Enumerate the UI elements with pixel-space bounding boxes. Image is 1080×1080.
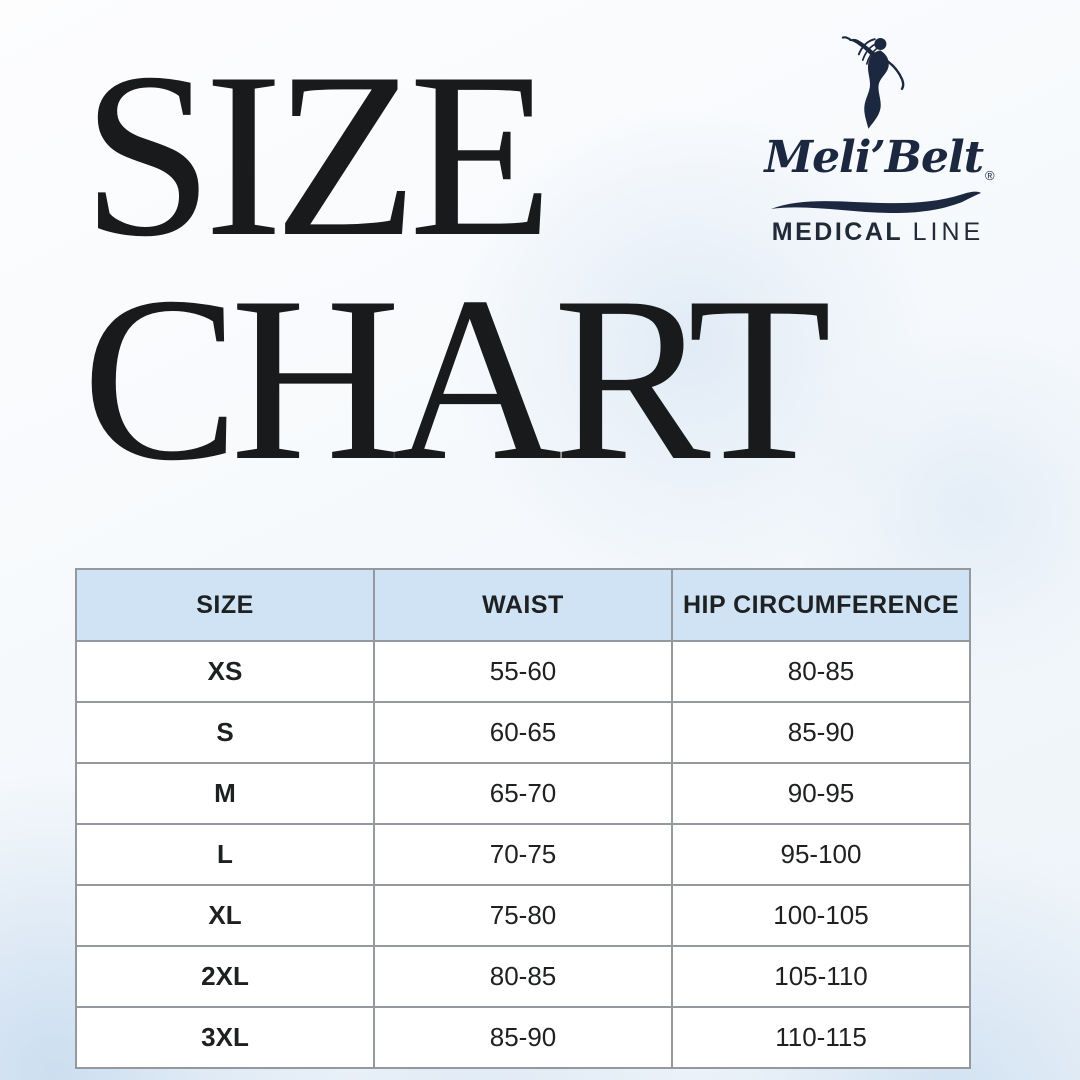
waist-value: 85-90	[373, 1006, 673, 1069]
table-row: XS 55-60 80-85	[75, 640, 971, 703]
column-header-hip: HIP CIRCUMFERENCE	[671, 568, 971, 642]
hip-value: 95-100	[671, 823, 971, 886]
size-value: 3XL	[75, 1006, 375, 1069]
page-title: SIZE CHART	[82, 25, 832, 511]
size-value: XS	[75, 640, 375, 703]
waist-value: 75-80	[373, 884, 673, 947]
hip-value: 105-110	[671, 945, 971, 1008]
brand-logo: Meli’Belt ® MEDICAL LINE	[760, 32, 996, 247]
table-row: 3XL 85-90 110-115	[75, 1006, 971, 1069]
brand-tagline: MEDICAL LINE	[760, 218, 996, 247]
brand-name: Meli’Belt	[764, 132, 984, 183]
column-header-waist: WAIST	[373, 568, 673, 642]
brand-wordmark: Meli’Belt ®	[764, 136, 995, 183]
size-value: S	[75, 701, 375, 764]
hip-value: 85-90	[671, 701, 971, 764]
waist-value: 70-75	[373, 823, 673, 886]
tagline-line: LINE	[912, 218, 985, 246]
page-title-line1: SIZE	[82, 25, 553, 286]
table-header-row: SIZE WAIST HIP CIRCUMFERENCE	[75, 568, 971, 642]
swoosh-underline	[770, 191, 982, 214]
size-chart-table: SIZE WAIST HIP CIRCUMFERENCE XS 55-60 80…	[75, 568, 971, 1069]
waist-value: 55-60	[373, 640, 673, 703]
hip-value: 80-85	[671, 640, 971, 703]
size-value: M	[75, 762, 375, 825]
waist-value: 65-70	[373, 762, 673, 825]
table-row: L 70-75 95-100	[75, 823, 971, 886]
registered-mark: ®	[985, 168, 995, 183]
table-row: M 65-70 90-95	[75, 762, 971, 825]
table-row: S 60-65 85-90	[75, 701, 971, 764]
tagline-medical: MEDICAL	[771, 218, 904, 246]
size-value: 2XL	[75, 945, 375, 1008]
column-header-size: SIZE	[75, 568, 375, 642]
page-title-line2: CHART	[82, 249, 832, 511]
waist-value: 60-65	[373, 701, 673, 764]
table-row: XL 75-80 100-105	[75, 884, 971, 947]
hip-value: 100-105	[671, 884, 971, 947]
size-value: XL	[75, 884, 375, 947]
table-row: 2XL 80-85 105-110	[75, 945, 971, 1008]
dancing-woman-icon	[841, 36, 905, 129]
size-value: L	[75, 823, 375, 886]
hip-value: 90-95	[671, 762, 971, 825]
hip-value: 110-115	[671, 1006, 971, 1069]
waist-value: 80-85	[373, 945, 673, 1008]
